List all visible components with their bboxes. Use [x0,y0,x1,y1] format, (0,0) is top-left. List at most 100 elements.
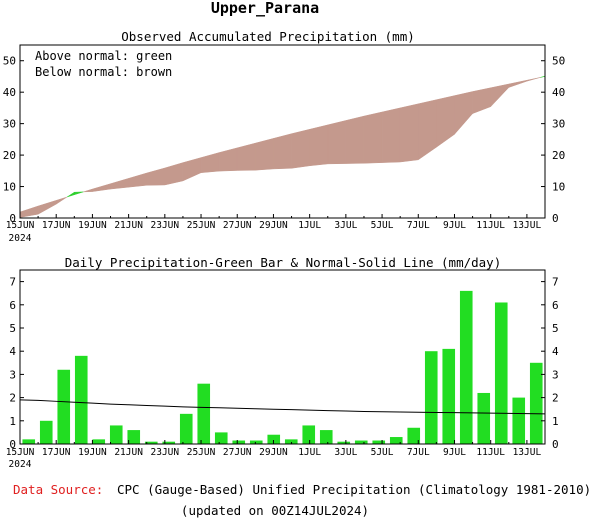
daily-bar [389,437,403,444]
y-tick-label-left: 6 [9,299,16,312]
x-tick-label: 25JUN [187,447,216,458]
x-tick-label: 27JUN [223,447,252,458]
data-source-label: Data Source: [13,482,103,497]
daily-bar [407,427,421,444]
daily-bar [232,440,246,444]
below-normal-segment [454,91,473,135]
daily-bar [354,440,368,444]
y-tick-label-right: 0 [552,438,559,451]
x-tick-label: 3JUL [334,447,357,458]
y-tick-label-right: 50 [552,55,565,68]
below-normal-segment [236,142,256,171]
y-tick-label-right: 30 [552,118,565,131]
daily-bar [424,351,438,444]
below-normal-segment [490,83,510,108]
below-normal-segment [83,188,93,193]
updated-note: (updated on 00Z14JUL2024) [181,503,369,518]
below-normal-segment [273,133,292,170]
x-year-label: 2024 [9,233,32,244]
x-tick-label: 5JUL [371,447,394,458]
bottom-chart-title: Daily Precipitation-Green Bar & Normal-S… [65,255,502,270]
y-tick-label-left: 0 [9,212,16,225]
below-normal-segment [146,167,166,186]
daily-bar [162,441,176,444]
x-tick-label: 13JUL [513,447,542,458]
y-tick-label-left: 10 [3,181,16,194]
daily-bar [92,439,106,444]
daily-bar [459,290,473,444]
below-normal-segment [345,115,365,164]
y-tick-label-left: 20 [3,149,16,162]
daily-bar [127,430,141,444]
below-normal-segment [164,162,184,186]
below-normal-segment [19,205,39,218]
y-tick-label-left: 3 [9,368,16,381]
normal-line-group [19,399,546,415]
x-tick-label: 17JUN [42,447,71,458]
daily-bar [39,420,53,444]
below-normal-segment [436,95,455,148]
below-normal-segment [327,120,347,165]
data-source-text: CPC (Gauge-Based) Unified Precipitation … [117,482,590,497]
figure-title: Upper_Parana [211,0,319,17]
x-tick-label: 15JUN [6,447,35,458]
y-tick-label-left: 0 [9,438,16,451]
y-tick-label-left: 1 [9,415,16,428]
x-tick-label: 21JUN [114,220,143,231]
below-normal-segment [291,128,310,169]
daily-bar [529,362,543,444]
bottom-plot-frame [19,269,546,445]
above-normal-segment [540,75,546,78]
y-tick-label-right: 2 [552,392,559,405]
daily-bar [197,383,211,444]
y-tick-label-left: 4 [9,345,16,358]
x-tick-label: 21JUN [114,447,143,458]
below-normal-segment [399,103,419,163]
below-normal-segment [37,200,57,215]
x-tick-label: 27JUN [223,220,252,231]
x-tick-label: 25JUN [187,220,216,231]
below-normal-segment [381,107,401,163]
daily-bar [512,397,526,444]
x-tick-label: 13JUL [513,220,542,231]
x-tick-label: 3JUL [334,220,357,231]
daily-bar [74,355,88,444]
legend-below-normal: Below normal: brown [35,65,172,79]
x-tick-label: 1JUL [298,220,321,231]
y-tick-label-right: 0 [552,212,559,225]
x-tick-label: 7JUL [407,447,430,458]
daily-bar [109,425,123,444]
below-normal-segment [508,79,528,88]
daily-bar [442,348,456,444]
y-tick-label-right: 20 [552,149,565,162]
x-tick-label: 11JUL [476,447,505,458]
bottom-axes: 0 0 1 1 2 2 3 3 4 4 5 5 6 6 7 7 15JUN 17JUN 19JUN 21JUN 23JU… [6,276,559,470]
y-tick-label-right: 40 [552,86,565,99]
daily-bar [179,413,193,444]
y-tick-label-left: 7 [9,276,16,289]
y-tick-label-right: 10 [552,181,565,194]
below-normal-segment [418,99,437,161]
y-tick-label-right: 4 [552,345,559,358]
x-tick-label: 1JUL [298,447,321,458]
x-tick-label: 9JUL [443,220,466,231]
y-tick-label-left: 5 [9,322,16,335]
y-tick-label-left: 50 [3,55,16,68]
below-normal-segment [526,77,541,82]
daily-bar [144,441,158,444]
x-tick-label: 5JUL [371,220,394,231]
top-chart-title: Observed Accumulated Precipitation (mm) [121,29,415,44]
accumulated-area-group [19,75,546,218]
x-tick-label: 9JUL [443,447,466,458]
x-tick-label: 19JUN [78,447,107,458]
x-tick-label: 7JUL [407,220,430,231]
legend-above-normal: Above normal: green [35,49,172,63]
below-normal-segment [472,87,491,114]
daily-bar-group [22,290,543,444]
daily-bar [319,430,333,444]
daily-bar [267,434,281,444]
y-tick-label-right: 7 [552,276,559,289]
below-normal-segment [128,172,147,188]
y-tick-label-right: 5 [552,322,559,335]
